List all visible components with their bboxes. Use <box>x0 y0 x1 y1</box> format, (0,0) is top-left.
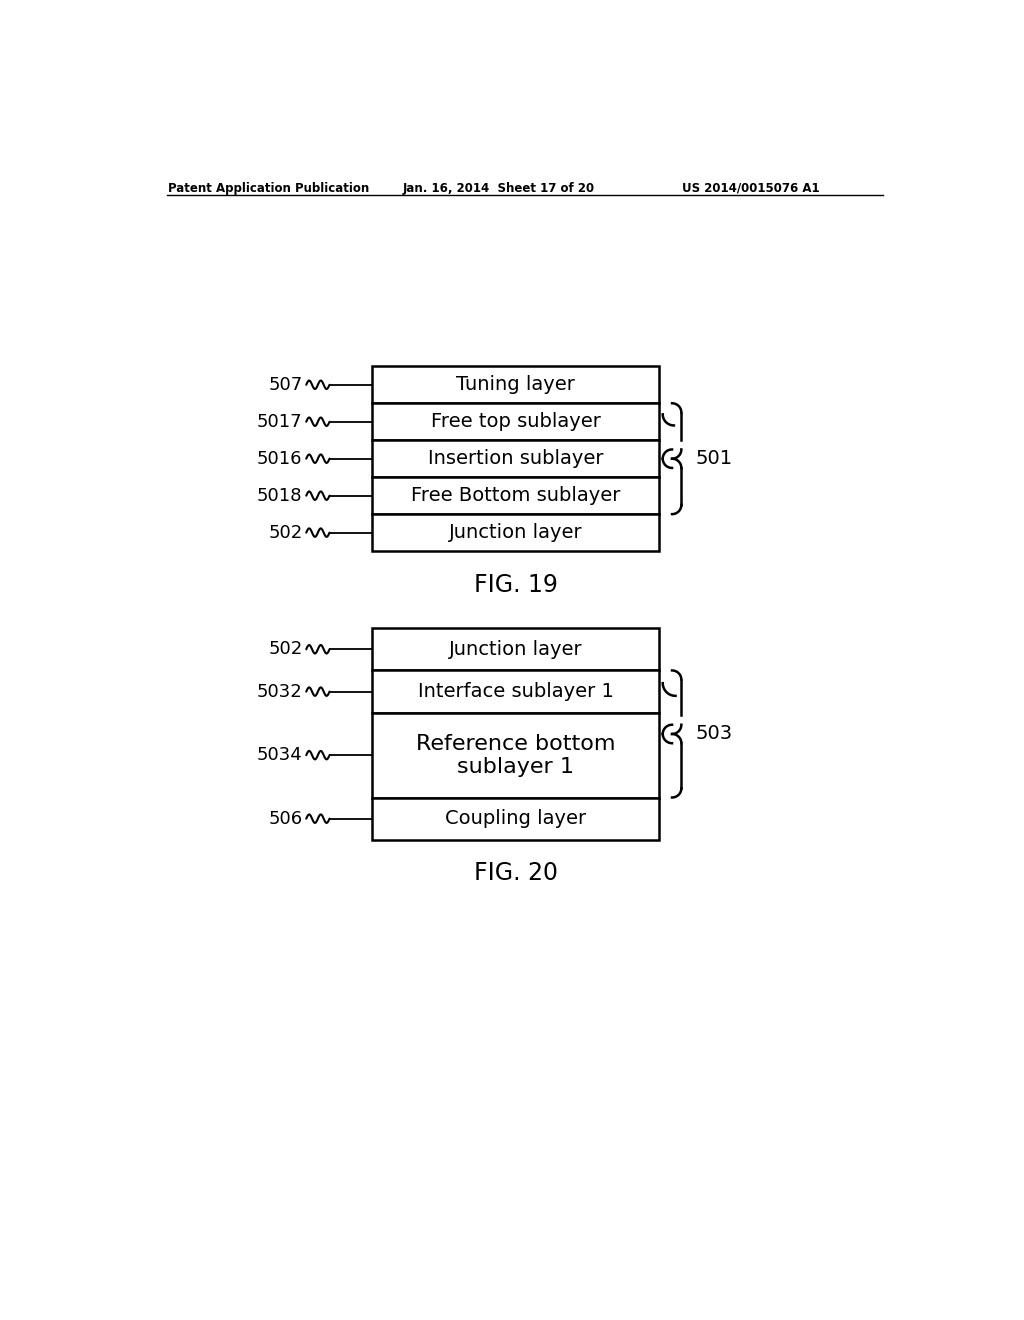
Bar <box>372 671 658 713</box>
Text: Insertion sublayer: Insertion sublayer <box>428 449 603 469</box>
Text: 5016: 5016 <box>257 450 302 467</box>
Text: US 2014/0015076 A1: US 2014/0015076 A1 <box>682 182 820 194</box>
Text: FIG. 20: FIG. 20 <box>473 862 557 886</box>
Text: Junction layer: Junction layer <box>449 640 583 659</box>
Bar <box>372 367 658 404</box>
Text: 501: 501 <box>695 449 732 469</box>
Text: Tuning layer: Tuning layer <box>456 375 574 395</box>
Text: Free top sublayer: Free top sublayer <box>430 412 600 432</box>
Text: 506: 506 <box>268 809 302 828</box>
Text: Reference bottom
sublayer 1: Reference bottom sublayer 1 <box>416 734 615 776</box>
Bar <box>372 441 658 478</box>
Text: 502: 502 <box>268 640 302 659</box>
Text: 5034: 5034 <box>257 746 302 764</box>
Text: Patent Application Publication: Patent Application Publication <box>168 182 370 194</box>
Text: 503: 503 <box>695 725 732 743</box>
Bar <box>372 404 658 441</box>
Text: Jan. 16, 2014  Sheet 17 of 20: Jan. 16, 2014 Sheet 17 of 20 <box>403 182 595 194</box>
Text: 5032: 5032 <box>257 682 302 701</box>
Text: Interface sublayer 1: Interface sublayer 1 <box>418 682 613 701</box>
Text: Coupling layer: Coupling layer <box>445 809 586 828</box>
Text: 502: 502 <box>268 524 302 541</box>
Text: Junction layer: Junction layer <box>449 523 583 543</box>
Text: 5017: 5017 <box>257 413 302 430</box>
Bar <box>372 713 658 797</box>
Text: 5018: 5018 <box>257 487 302 504</box>
Text: Free Bottom sublayer: Free Bottom sublayer <box>411 486 621 506</box>
Text: FIG. 19: FIG. 19 <box>473 573 557 597</box>
Bar <box>372 797 658 840</box>
Bar <box>372 478 658 515</box>
Bar <box>372 628 658 671</box>
Bar <box>372 515 658 552</box>
Text: 507: 507 <box>268 376 302 393</box>
